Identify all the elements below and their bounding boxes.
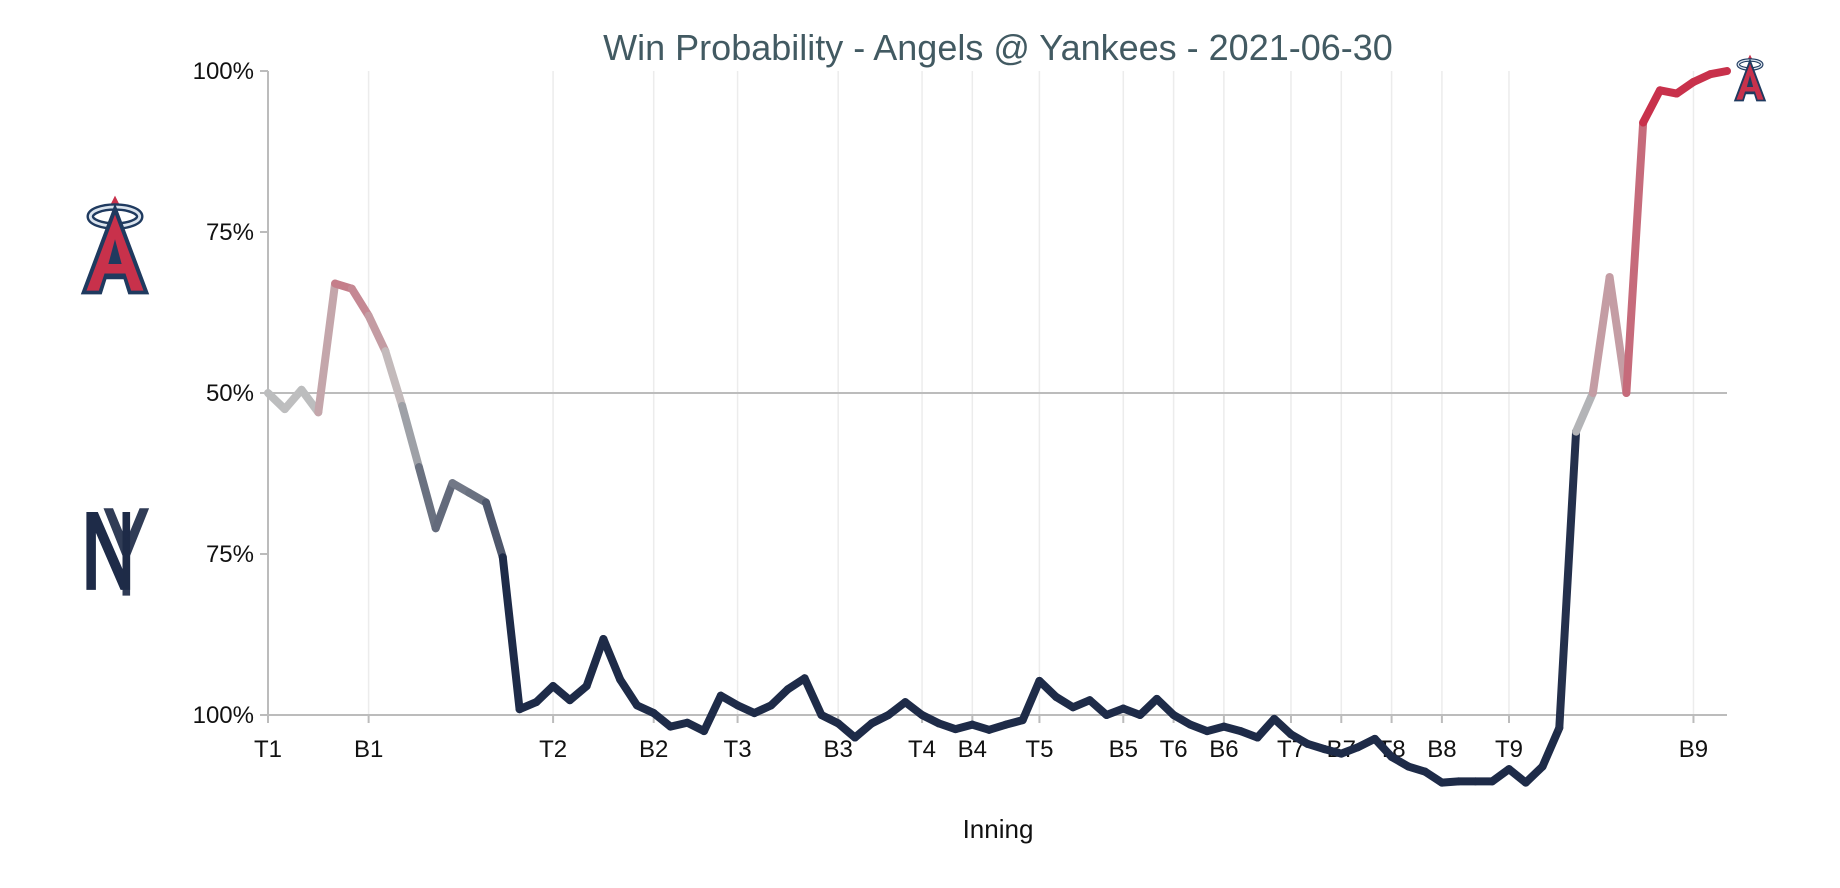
x-tick-label-t3: T3	[724, 736, 752, 763]
y-axis-ticks: 100% 75% 50% 75% 100%	[193, 58, 268, 729]
series-segment	[482, 498, 507, 562]
x-tick-label-b5: B5	[1109, 736, 1138, 763]
series-segment	[616, 675, 641, 710]
x-tick-label-b9: B9	[1679, 736, 1708, 763]
x-tick-label-b3: B3	[824, 736, 853, 763]
series-segment	[1253, 714, 1279, 742]
x-tick-label-t2: T2	[539, 736, 567, 763]
y-tick-label: 50%	[206, 380, 254, 407]
series-segment	[314, 279, 340, 417]
series-segment	[1555, 427, 1581, 732]
y-tick-label: 75%	[206, 219, 254, 246]
yankees-logo-icon	[86, 508, 150, 596]
x-tick-label-b6: B6	[1209, 736, 1238, 763]
y-tick-label: 100%	[193, 58, 254, 85]
series-segment	[431, 479, 457, 533]
x-tick-label-b4: B4	[958, 736, 987, 763]
series-segment	[800, 674, 826, 719]
x-tick-label-t4: T4	[908, 736, 936, 763]
x-tick-label-t9: T9	[1495, 736, 1523, 763]
angels-end-logo-icon	[1732, 52, 1768, 104]
series-segment	[582, 635, 608, 691]
series-segment	[1639, 86, 1664, 127]
x-tick-label-t6: T6	[1160, 736, 1188, 763]
angels-logo-icon	[81, 196, 149, 295]
x-axis-title: Inning	[963, 814, 1034, 844]
series-segment	[1018, 676, 1044, 725]
axes	[267, 71, 1727, 716]
series-segment	[498, 553, 524, 714]
x-tick-label-b1: B1	[354, 736, 383, 763]
x-axis-ticks: T1B1T2B2T3B3T4B4T5B5T6B6T7B7T8B8T9B9	[254, 715, 1708, 763]
x-tick-label-b2: B2	[639, 736, 668, 763]
series-segment	[599, 635, 625, 684]
series-segment	[381, 347, 407, 410]
series-segment	[364, 311, 390, 356]
series-segment	[1588, 273, 1614, 397]
x-tick-label-b8: B8	[1427, 736, 1456, 763]
series-segment	[398, 401, 423, 472]
series-segment	[280, 385, 306, 414]
win-probability-series	[264, 67, 1731, 787]
series-segment	[1370, 734, 1396, 761]
series-segment	[1538, 723, 1564, 771]
series-segment	[700, 691, 725, 736]
series-segment	[414, 463, 440, 533]
x-tick-label-t5: T5	[1025, 736, 1053, 763]
series-segment	[347, 284, 373, 320]
series-segment	[1622, 118, 1648, 397]
x-tick-label-t1: T1	[254, 736, 282, 763]
y-tick-label: 100%	[193, 702, 254, 729]
chart-title: Win Probability - Angels @ Yankees - 202…	[603, 27, 1393, 68]
series-segment	[1572, 389, 1597, 436]
series-segment	[1706, 67, 1731, 79]
y-tick-label: 75%	[206, 541, 254, 568]
